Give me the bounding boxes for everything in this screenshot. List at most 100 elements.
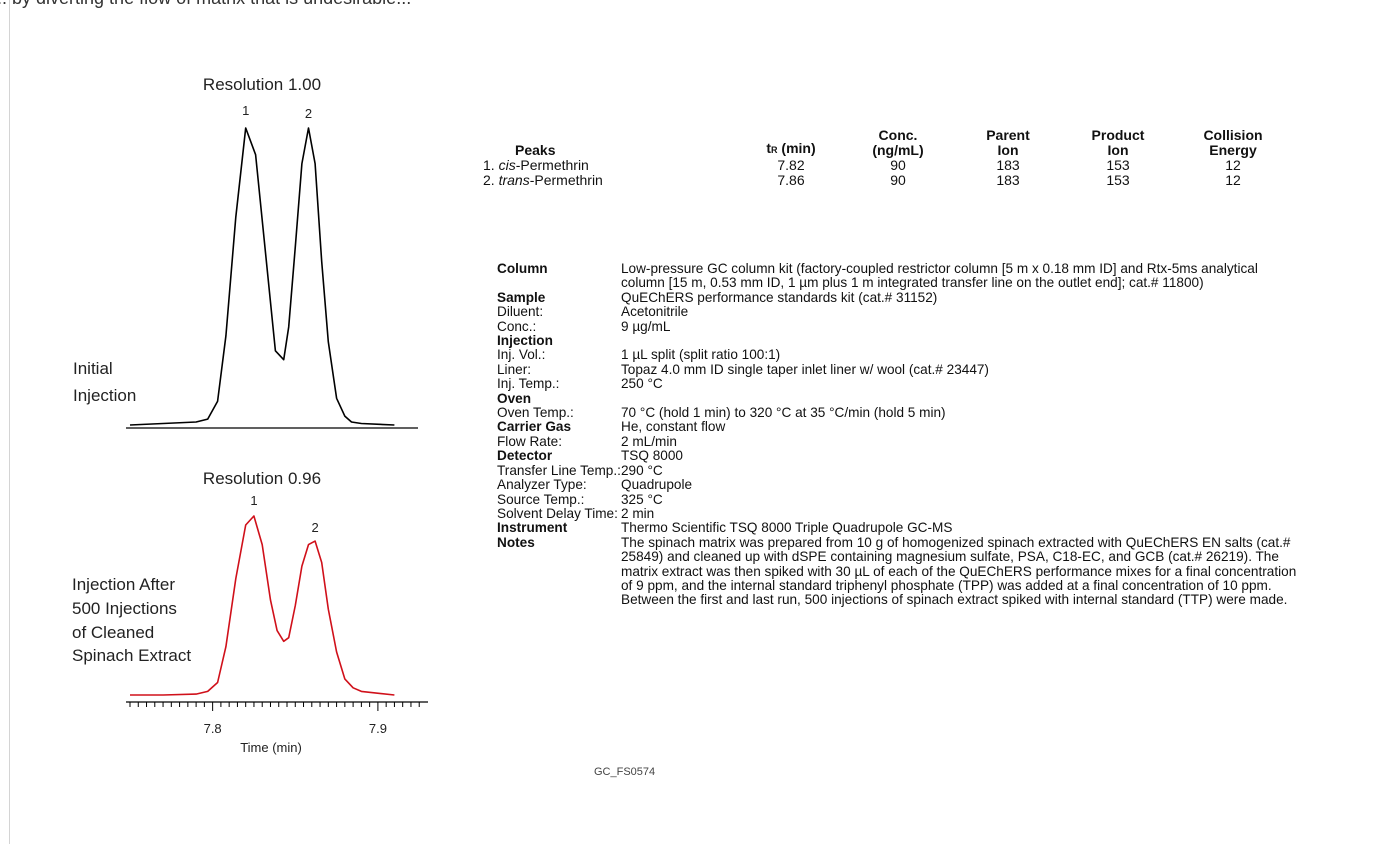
peak-row-1: 1. cis-Permethrin 7.82 90 183 153 12 <box>483 158 1293 173</box>
condition-row: Injection <box>497 333 1301 349</box>
condition-value <box>621 392 1301 406</box>
condition-row: Solvent Delay Time: 2 min <box>497 505 1301 521</box>
condition-row: Oven Temp.: 70 °C (hold 1 min) to 320 °C … <box>497 405 1301 421</box>
chromatogram-trace <box>130 515 395 696</box>
chart-title: Resolution 0.96 <box>203 469 321 488</box>
left-border <box>9 0 10 844</box>
x-tick-label: 7.8 <box>204 721 222 736</box>
condition-value: Topaz 4.0 mm ID single taper inlet liner… <box>621 361 989 377</box>
peak-label: 2 <box>311 520 318 535</box>
condition-row: Analyzer Type: Quadrupole <box>497 477 1301 493</box>
condition-value: Thermo Scientific TSQ 8000 Triple Quadru… <box>621 520 953 536</box>
chart-annotation-line: of Cleaned <box>72 623 154 642</box>
peak-label: 2 <box>305 106 312 121</box>
condition-value: 70 °C (hold 1 min) to 320 °C at 35 °C/mi… <box>621 405 946 421</box>
peak-tr: 7.86 <box>777 172 805 188</box>
chart-annotation-line: Spinach Extract <box>72 646 191 665</box>
chart-annotation-line: Initial <box>73 359 113 378</box>
peak-parent: 183 <box>996 172 1020 188</box>
condition-value: 9 µg/mL <box>621 318 671 334</box>
condition-label: Detector <box>497 448 553 464</box>
peak-tr: 7.82 <box>777 157 805 173</box>
peak-name: 2. trans-Permethrin <box>483 172 603 188</box>
condition-value: 2 mL/min <box>621 433 677 449</box>
condition-value: TSQ 8000 <box>621 448 683 464</box>
header-tr: tR (min) <box>766 140 816 156</box>
condition-label: Oven Temp.: <box>497 405 574 421</box>
condition-row: Inj. Temp.: 250 °C <box>497 376 1301 392</box>
peak-conc: 90 <box>890 172 906 188</box>
condition-label: Transfer Line Temp.: <box>497 462 621 478</box>
condition-value: Low-pressure GC column kit (factory-coup… <box>621 261 1258 291</box>
chart-title: Resolution 1.00 <box>203 75 321 94</box>
condition-label: Notes <box>497 534 535 550</box>
condition-value: 325 °C <box>621 491 663 507</box>
peak-parent: 183 <box>996 157 1020 173</box>
chart-annotation-line: 500 Injections <box>72 599 177 618</box>
x-axis-label: Time (min) <box>240 740 302 755</box>
condition-row: Liner: Topaz 4.0 mm ID single taper inlet… <box>497 361 1301 377</box>
peak-name: 1. cis-Permethrin <box>483 157 589 173</box>
header-parent-ion: Parent Ion <box>986 127 1030 158</box>
condition-value: The spinach matrix was prepared from 10 … <box>621 534 1297 608</box>
condition-label: Sample <box>497 289 546 305</box>
condition-value: He, constant flow <box>621 419 726 435</box>
condition-value: Quadrupole <box>621 477 693 493</box>
condition-value: 290 °C <box>621 462 663 478</box>
header-conc: Conc. (ng/mL) <box>872 127 924 158</box>
condition-row: Instrument Thermo Scientific TSQ 8000 Tri… <box>497 520 1301 536</box>
condition-value <box>621 334 1301 348</box>
header-text: ... by diverting the flow of matrix that… <box>0 0 1142 9</box>
condition-label: Carrier Gas <box>497 419 572 435</box>
condition-row: Column Low-pressure GC column kit (factor… <box>497 261 1301 291</box>
condition-label: Liner: <box>497 361 532 377</box>
condition-value: Acetonitrile <box>621 304 689 320</box>
condition-row: Inj. Vol.: 1 µL split (split ratio 100:1) <box>497 347 1301 363</box>
condition-row: Transfer Line Temp.: 290 °C <box>497 462 1301 478</box>
peak-product: 153 <box>1106 157 1130 173</box>
condition-value: 2 min <box>621 505 655 521</box>
condition-label: Flow Rate: <box>497 433 562 449</box>
header-peaks: Peaks <box>515 142 556 158</box>
condition-label: Inj. Temp.: <box>497 376 560 392</box>
chart-annotation-line: Injection <box>73 386 136 405</box>
condition-row: Diluent: Acetonitrile <box>497 304 1301 320</box>
condition-row: Detector TSQ 8000 <box>497 448 1301 464</box>
conditions-list: Column Low-pressure GC column kit (factor… <box>497 261 1301 608</box>
condition-row: Notes The spinach matrix was prepared fro… <box>497 534 1301 608</box>
peak-product: 153 <box>1106 172 1130 188</box>
peak-ce: 12 <box>1225 157 1241 173</box>
peaks-table: Peaks tR (min) Conc. (ng/mL) Parent Ion Pr… <box>483 128 1293 188</box>
condition-label: Injection <box>497 333 553 349</box>
condition-label: Column <box>497 261 548 276</box>
chart-annotation-line: Injection After <box>72 575 175 594</box>
condition-row: Conc.: 9 µg/mL <box>497 318 1301 334</box>
peak-label: 1 <box>250 493 257 508</box>
peaks-table-header: Peaks tR (min) Conc. (ng/mL) Parent Ion Pr… <box>483 128 1293 158</box>
condition-row: Source Temp.: 325 °C <box>497 491 1301 507</box>
header-product-ion: Product Ion <box>1091 127 1145 158</box>
condition-label: Source Temp.: <box>497 491 585 507</box>
condition-value: QuEChERS performance standards kit (cat.… <box>621 289 938 305</box>
condition-row: Sample QuEChERS performance standards kit… <box>497 289 1301 305</box>
condition-label: Solvent Delay Time: <box>497 505 618 521</box>
condition-label: Instrument <box>497 520 568 536</box>
peak-label: 1 <box>242 103 249 118</box>
chromatogram-trace <box>129 127 395 426</box>
peak-ce: 12 <box>1225 172 1241 188</box>
peak-conc: 90 <box>890 157 906 173</box>
condition-label: Analyzer Type: <box>497 477 587 493</box>
condition-label: Oven <box>497 390 531 406</box>
peak-row-2: 2. trans-Permethrin 7.86 90 183 153 12 <box>483 173 1293 188</box>
condition-label: Diluent: <box>497 304 544 320</box>
figure-code: GC_FS0574 <box>594 766 656 778</box>
condition-row: Oven <box>497 390 1301 406</box>
condition-row: Flow Rate: 2 mL/min <box>497 433 1301 449</box>
condition-value: 250 °C <box>621 376 663 392</box>
header-collision-energy: Collision Energy <box>1203 127 1263 158</box>
condition-label: Inj. Vol.: <box>497 347 546 363</box>
condition-row: Carrier Gas He, constant flow <box>497 419 1301 435</box>
x-tick-label: 7.9 <box>369 721 387 736</box>
condition-value: 1 µL split (split ratio 100:1) <box>621 347 781 363</box>
